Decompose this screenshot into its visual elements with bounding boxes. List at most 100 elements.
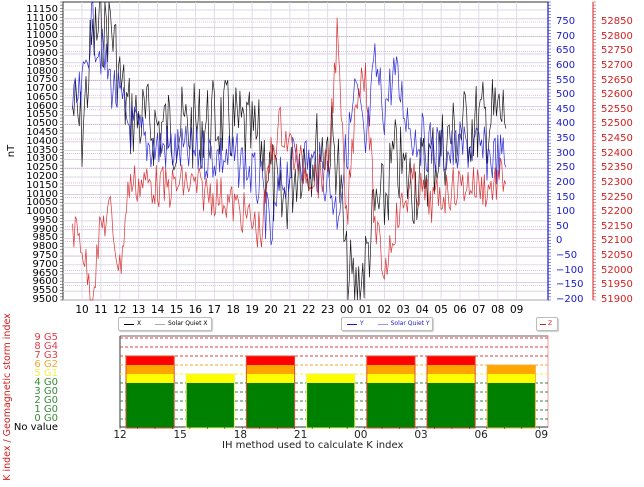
red-tick-label: 52450 xyxy=(601,133,633,145)
legend-x[interactable]: X Solar Quiet X xyxy=(118,317,212,331)
k-x-tick-label: 09 xyxy=(534,429,549,441)
left-tick-label: 10950 xyxy=(26,39,58,51)
left-tick-label: 10100 xyxy=(26,188,58,200)
blue-tick-label: 350 xyxy=(556,133,576,145)
left-tick-label: 9700 xyxy=(32,258,58,270)
k-index-x-axis-label: IH method used to calculate K index xyxy=(222,440,404,451)
left-tick-label: 9500 xyxy=(32,294,58,305)
legend-y-label: Y xyxy=(360,320,364,327)
k-level-label: 9 G5 xyxy=(34,332,58,343)
x-tick-label: 05 xyxy=(434,304,448,316)
blue-tick-label: −200 xyxy=(556,294,584,305)
red-tick-label: 52050 xyxy=(601,250,633,262)
blue-tick-label: −150 xyxy=(556,279,584,291)
y-axis-label: nT xyxy=(6,144,18,158)
red-tick-label: 52400 xyxy=(601,147,633,159)
left-tick-label: 10550 xyxy=(26,109,58,121)
left-tick-label: 10850 xyxy=(26,56,58,68)
red-tick-label: 51950 xyxy=(601,279,633,291)
x-tick-label: 22 xyxy=(302,304,316,316)
left-tick-label: 9800 xyxy=(32,241,58,253)
legend-z[interactable]: Z xyxy=(536,317,558,331)
red-tick-label: 52300 xyxy=(601,176,633,188)
left-tick-label: 11000 xyxy=(26,30,58,42)
legend-z-label: Z xyxy=(548,320,553,327)
left-tick-label: 10400 xyxy=(26,135,58,147)
red-tick-label: 52600 xyxy=(601,89,633,101)
left-tick-label: 10900 xyxy=(26,47,58,59)
x-tick-label: 21 xyxy=(283,304,297,316)
k-level-label: 3 G0 xyxy=(34,386,58,397)
left-tick-label: 11100 xyxy=(26,12,58,24)
left-tick-label: 9900 xyxy=(32,223,58,235)
left-tick-label: 10450 xyxy=(26,127,58,139)
blue-tick-label: 650 xyxy=(556,45,576,57)
red-tick-label: 52150 xyxy=(601,220,633,232)
k-index-y-labels: 9 G5 8 G4 7 G3 6 G2 5 G1 4 G0 3 G0 2 G0 1 G0 0 G0… xyxy=(0,330,62,433)
k-x-tick-label: 03 xyxy=(414,429,428,441)
left-tick-label: 10750 xyxy=(26,74,58,86)
blue-tick-label: 500 xyxy=(556,89,576,101)
left-tick-label: 10700 xyxy=(26,83,58,95)
k-x-tick-label: 21 xyxy=(293,429,308,441)
left-tick-label: 10800 xyxy=(26,65,58,77)
x-tick-label: 10 xyxy=(75,304,89,316)
x-tick-label: 03 xyxy=(396,304,410,316)
x-tick-label: 01 xyxy=(358,304,373,316)
x-tick-label: 02 xyxy=(377,304,392,316)
x-tick-label: 18 xyxy=(226,304,240,316)
red-tick-label: 52750 xyxy=(601,45,633,57)
red-tick-label: 51900 xyxy=(601,294,633,305)
left-tick-label: 10600 xyxy=(26,100,58,112)
x-tick-label: 08 xyxy=(491,304,505,316)
blue-tick-label: 600 xyxy=(556,59,576,71)
left-tick-label: 9850 xyxy=(32,232,58,244)
legend-y[interactable]: Y Solar Quiet Y xyxy=(341,317,433,331)
red-tick-label: 52500 xyxy=(601,118,633,130)
blue-tick-label: 50 xyxy=(556,220,569,232)
k-index-chart: 9 G5 8 G4 7 G3 6 G2 5 G1 4 G0 3 G0 2 G0 1 G0 0 G0… xyxy=(0,313,644,481)
red-tick-label: 52350 xyxy=(601,162,633,174)
legend-x-label: X xyxy=(137,320,142,327)
k-level-label: 0 G0 xyxy=(34,413,58,424)
x-tick-label: 20 xyxy=(264,304,278,316)
k-level-label: No value xyxy=(13,422,58,433)
left-tick-label: 11150 xyxy=(26,4,58,15)
red-tick-label: 52700 xyxy=(601,59,633,71)
blue-tick-label: 450 xyxy=(556,103,576,115)
blue-tick-label: 400 xyxy=(556,118,576,130)
left-tick-label: 10050 xyxy=(26,197,58,209)
x-tick-label: 09 xyxy=(510,304,524,316)
k-level-label: 7 G3 xyxy=(34,350,58,361)
k-index-y-axis-label: K index / Geomagnetic storm index xyxy=(2,313,13,481)
red-tick-label: 52550 xyxy=(601,103,633,115)
magnetometer-chart: 9500 9550 9600 9650 9700 9750 9800 9850 9900 9950… xyxy=(6,1,633,331)
x-tick-label: 12 xyxy=(113,304,127,316)
red-tick-label: 52250 xyxy=(601,191,633,203)
left-tick-label: 10200 xyxy=(26,170,58,182)
blue-tick-label: 250 xyxy=(556,162,576,174)
left-tick-label: 9600 xyxy=(32,276,58,288)
blue-tick-label: 550 xyxy=(556,74,576,86)
x-tick-label: 16 xyxy=(188,304,203,316)
blue-tick-label: −50 xyxy=(556,250,578,262)
x-tick-label: 17 xyxy=(207,304,221,316)
left-tick-label: 10650 xyxy=(26,91,58,103)
left-tick-label: 10500 xyxy=(26,118,58,130)
blue-tick-label: −100 xyxy=(556,264,584,276)
left-tick-label: 9950 xyxy=(32,214,58,226)
left-tick-label: 10350 xyxy=(26,144,58,156)
blue-tick-label: 300 xyxy=(556,147,576,159)
x-tick-label: 14 xyxy=(150,304,165,316)
legend-sqx-label: Solar Quiet X xyxy=(168,320,208,327)
blue-tick-label: 700 xyxy=(556,30,576,42)
red-tick-label: 52800 xyxy=(601,30,633,42)
k-x-tick-label: 06 xyxy=(474,429,488,441)
red-tick-label: 52850 xyxy=(601,16,633,27)
k-x-tick-label: 18 xyxy=(233,429,248,441)
blue-tick-label: 150 xyxy=(556,191,576,203)
left-tick-label: 10150 xyxy=(26,179,58,191)
blue-tick-label: 750 xyxy=(556,16,576,27)
left-tick-label: 9750 xyxy=(32,250,58,262)
k-level-label: 2 G0 xyxy=(34,395,58,406)
